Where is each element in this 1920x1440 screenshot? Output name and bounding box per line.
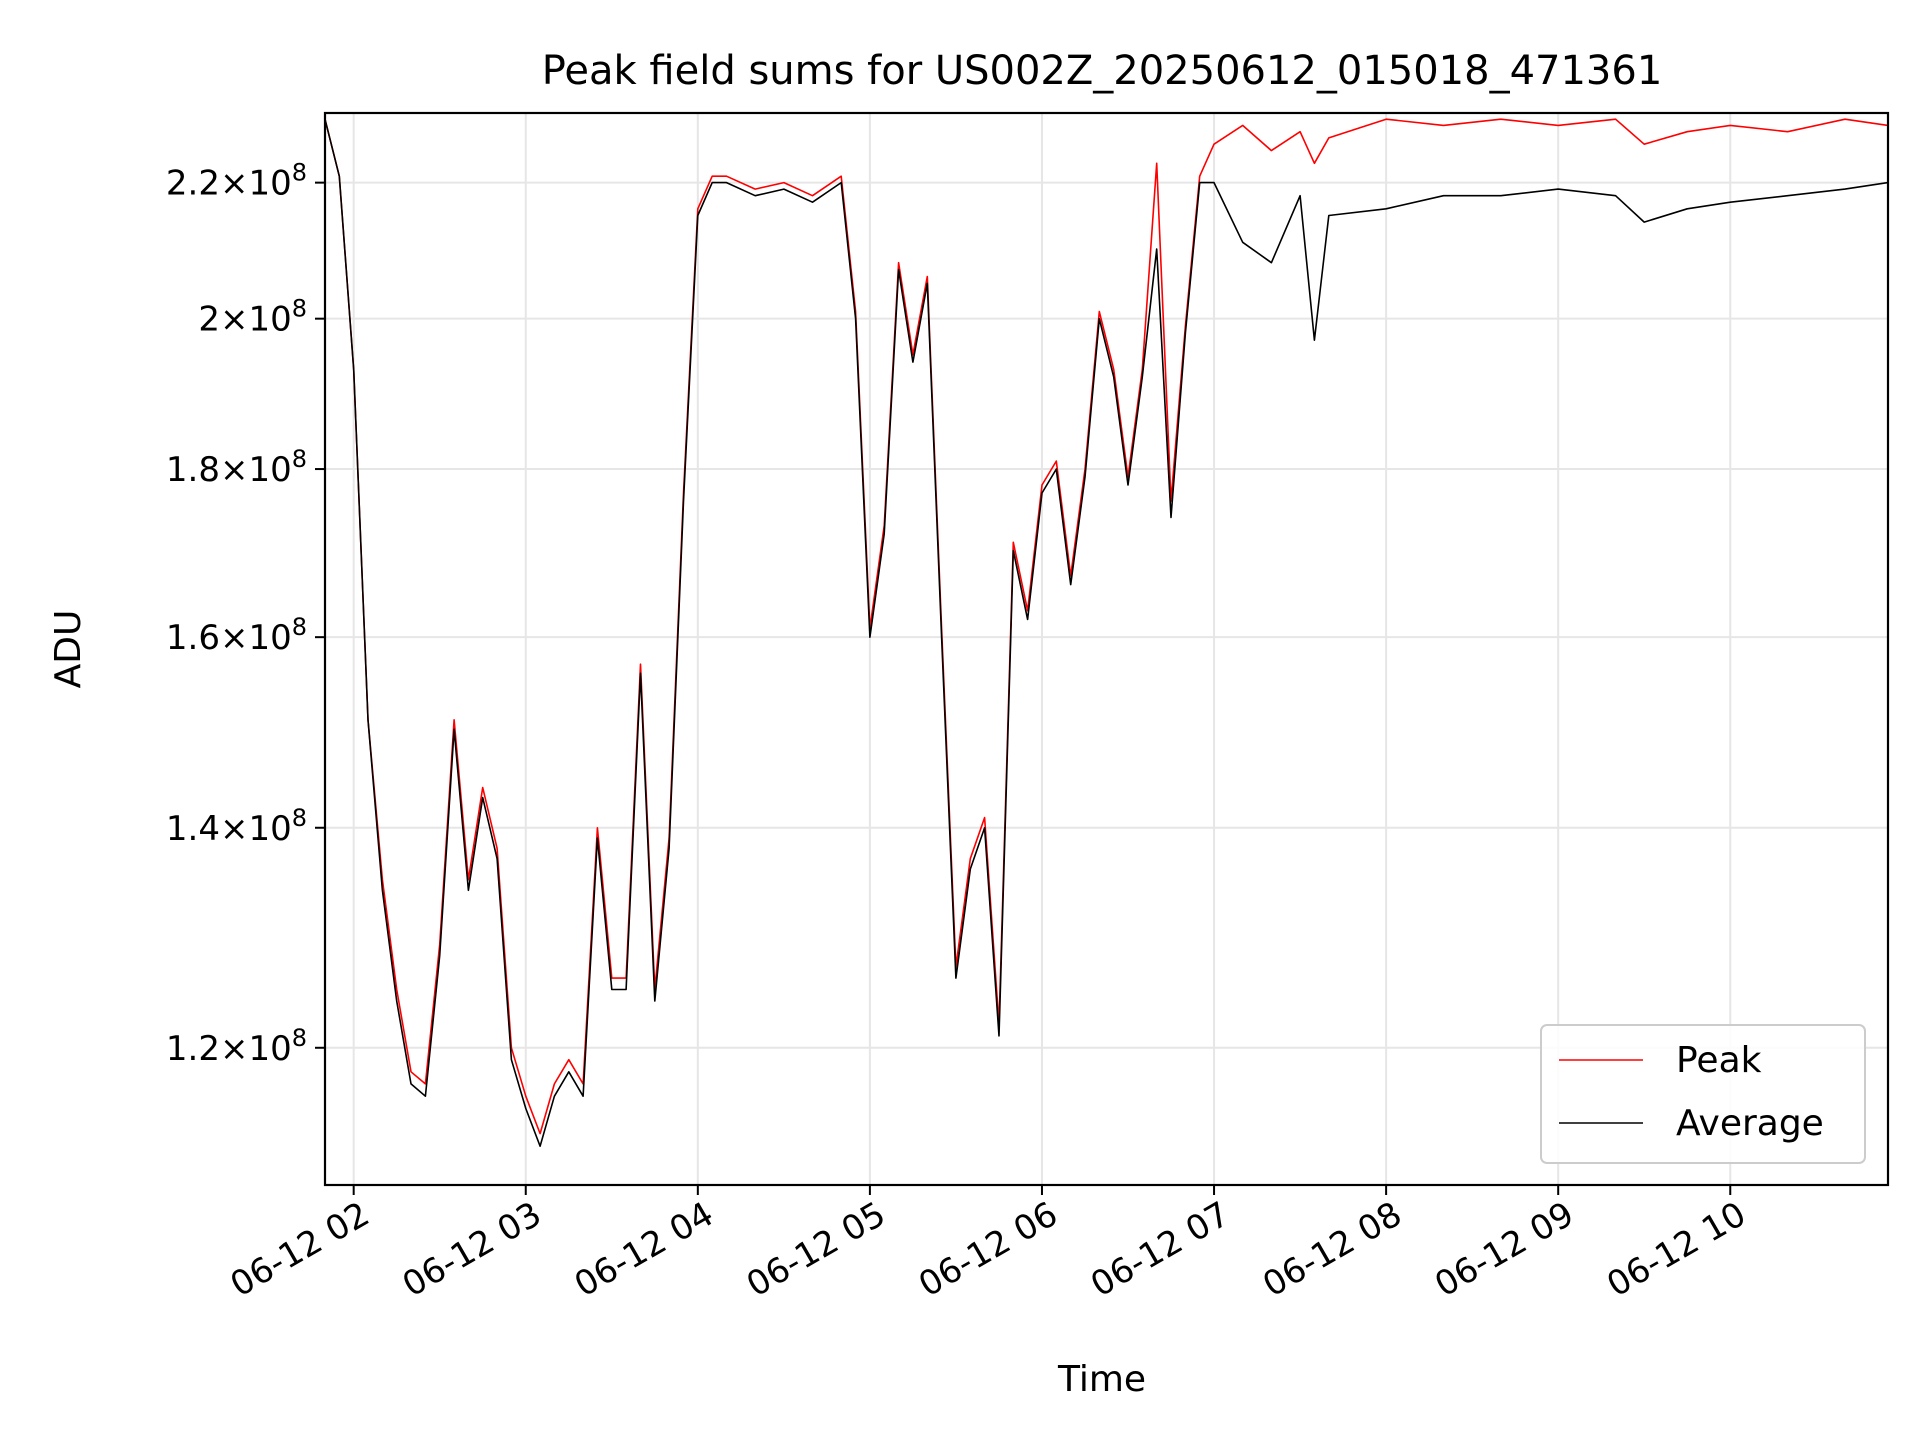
- legend: Peak Average: [1540, 1024, 1866, 1164]
- y-tick-label: 2.2×108: [166, 159, 307, 204]
- y-tick-label: 1.2×108: [166, 1024, 307, 1069]
- y-tick-label: 2×108: [198, 295, 307, 340]
- legend-label-average: Average: [1676, 1103, 1824, 1144]
- y-tick-label: 1.6×108: [166, 613, 307, 658]
- chart-title: Peak field sums for US002Z_20250612_0150…: [542, 48, 1663, 94]
- y-axis-label: ADU: [48, 610, 89, 689]
- y-tick-label: 1.8×108: [166, 445, 307, 490]
- legend-label-peak: Peak: [1676, 1040, 1762, 1081]
- x-axis-label: Time: [1057, 1359, 1146, 1400]
- y-axis: 1.2×108 1.4×108 1.6×108 1.8×108 2×108 2.2×108: [166, 159, 325, 1069]
- series-layer: [324, 118, 1889, 1147]
- series-line-average: [324, 119, 1889, 1147]
- grid: [325, 113, 1888, 1185]
- y-tick-label: 1.4×108: [166, 804, 307, 849]
- plot-frame: [323, 111, 1890, 1187]
